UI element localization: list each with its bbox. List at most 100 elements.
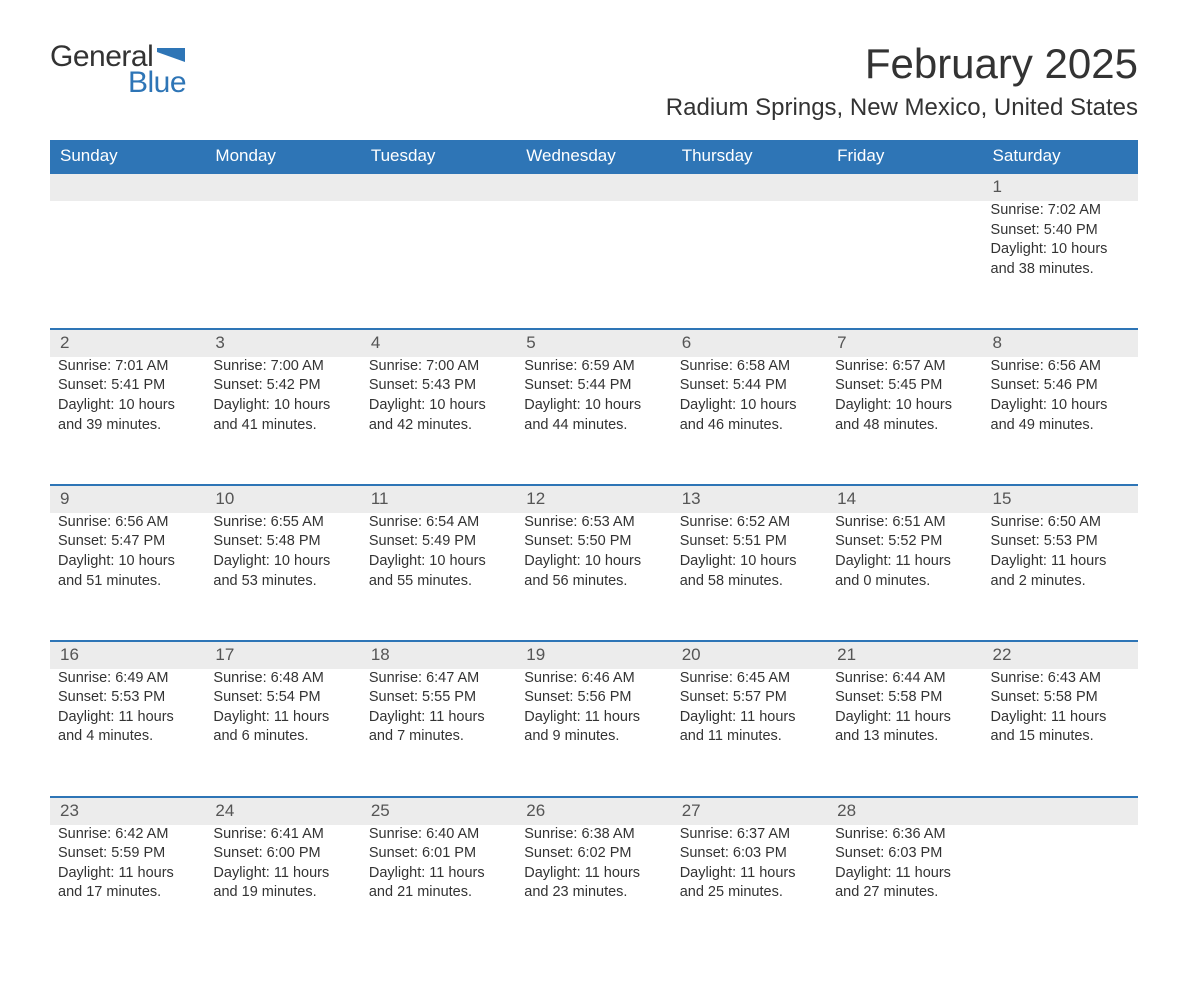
empty-day-number	[983, 797, 1138, 825]
day-number: 25	[361, 797, 516, 825]
daylight-line: Daylight: 11 hours and 9 minutes.	[524, 708, 663, 747]
sunrise-line: Sunrise: 6:59 AM	[524, 357, 663, 377]
day-number: 12	[516, 485, 671, 513]
day-number: 21	[827, 641, 982, 669]
calendar-week-row: Sunrise: 7:02 AMSunset: 5:40 PMDaylight:…	[50, 201, 1138, 329]
sunset-line: Sunset: 5:53 PM	[991, 532, 1130, 552]
sunrise-line: Sunrise: 6:38 AM	[524, 825, 663, 845]
sunrise-line: Sunrise: 6:56 AM	[991, 357, 1130, 377]
day-number: 24	[205, 797, 360, 825]
empty-cell	[672, 201, 827, 329]
day-cell: Sunrise: 6:56 AMSunset: 5:46 PMDaylight:…	[983, 357, 1138, 485]
sunrise-line: Sunrise: 6:48 AM	[213, 669, 352, 689]
day-cell: Sunrise: 7:02 AMSunset: 5:40 PMDaylight:…	[983, 201, 1138, 329]
sunset-line: Sunset: 5:58 PM	[835, 688, 974, 708]
day-cell: Sunrise: 6:40 AMSunset: 6:01 PMDaylight:…	[361, 825, 516, 953]
day-number: 17	[205, 641, 360, 669]
day-cell: Sunrise: 7:01 AMSunset: 5:41 PMDaylight:…	[50, 357, 205, 485]
empty-cell	[516, 201, 671, 329]
sunrise-line: Sunrise: 7:00 AM	[213, 357, 352, 377]
sunrise-line: Sunrise: 6:47 AM	[369, 669, 508, 689]
sunrise-line: Sunrise: 6:46 AM	[524, 669, 663, 689]
day-cell: Sunrise: 6:41 AMSunset: 6:00 PMDaylight:…	[205, 825, 360, 953]
day-cell: Sunrise: 6:37 AMSunset: 6:03 PMDaylight:…	[672, 825, 827, 953]
weekday-header-row: SundayMondayTuesdayWednesdayThursdayFrid…	[50, 140, 1138, 173]
sunset-line: Sunset: 5:46 PM	[991, 376, 1130, 396]
sunset-line: Sunset: 5:54 PM	[213, 688, 352, 708]
day-cell: Sunrise: 6:38 AMSunset: 6:02 PMDaylight:…	[516, 825, 671, 953]
day-cell: Sunrise: 6:58 AMSunset: 5:44 PMDaylight:…	[672, 357, 827, 485]
day-cell: Sunrise: 6:51 AMSunset: 5:52 PMDaylight:…	[827, 513, 982, 641]
day-cell: Sunrise: 7:00 AMSunset: 5:42 PMDaylight:…	[205, 357, 360, 485]
day-cell: Sunrise: 6:47 AMSunset: 5:55 PMDaylight:…	[361, 669, 516, 797]
daylight-line: Daylight: 10 hours and 48 minutes.	[835, 396, 974, 435]
empty-cell	[205, 201, 360, 329]
day-cell: Sunrise: 6:54 AMSunset: 5:49 PMDaylight:…	[361, 513, 516, 641]
weekday-header: Wednesday	[516, 140, 671, 173]
sunset-line: Sunset: 5:53 PM	[58, 688, 197, 708]
day-number: 4	[361, 329, 516, 357]
daynum-row: 2345678	[50, 329, 1138, 357]
location-subtitle: Radium Springs, New Mexico, United State…	[666, 94, 1138, 122]
daylight-line: Daylight: 11 hours and 11 minutes.	[680, 708, 819, 747]
sunset-line: Sunset: 6:03 PM	[835, 844, 974, 864]
sunset-line: Sunset: 5:45 PM	[835, 376, 974, 396]
day-cell: Sunrise: 6:44 AMSunset: 5:58 PMDaylight:…	[827, 669, 982, 797]
daynum-row: 232425262728	[50, 797, 1138, 825]
sunrise-line: Sunrise: 6:50 AM	[991, 513, 1130, 533]
daylight-line: Daylight: 11 hours and 7 minutes.	[369, 708, 508, 747]
daylight-line: Daylight: 11 hours and 23 minutes.	[524, 864, 663, 903]
sunset-line: Sunset: 6:03 PM	[680, 844, 819, 864]
day-number: 10	[205, 485, 360, 513]
sunrise-line: Sunrise: 6:45 AM	[680, 669, 819, 689]
sunset-line: Sunset: 5:49 PM	[369, 532, 508, 552]
daylight-line: Daylight: 11 hours and 0 minutes.	[835, 552, 974, 591]
brand-flag-icon	[157, 48, 185, 66]
daylight-line: Daylight: 11 hours and 4 minutes.	[58, 708, 197, 747]
sunrise-line: Sunrise: 7:01 AM	[58, 357, 197, 377]
empty-day-number	[50, 173, 205, 201]
calendar-week-row: Sunrise: 6:42 AMSunset: 5:59 PMDaylight:…	[50, 825, 1138, 953]
empty-cell	[50, 201, 205, 329]
empty-cell	[983, 825, 1138, 953]
calendar-week-row: Sunrise: 7:01 AMSunset: 5:41 PMDaylight:…	[50, 357, 1138, 485]
day-number: 14	[827, 485, 982, 513]
day-number: 27	[672, 797, 827, 825]
empty-cell	[361, 201, 516, 329]
daylight-line: Daylight: 10 hours and 53 minutes.	[213, 552, 352, 591]
daylight-line: Daylight: 11 hours and 19 minutes.	[213, 864, 352, 903]
page-header: General Blue February 2025 Radium Spring…	[50, 40, 1138, 136]
daylight-line: Daylight: 10 hours and 56 minutes.	[524, 552, 663, 591]
month-title: February 2025	[666, 40, 1138, 88]
sunset-line: Sunset: 6:02 PM	[524, 844, 663, 864]
sunrise-line: Sunrise: 6:49 AM	[58, 669, 197, 689]
empty-day-number	[672, 173, 827, 201]
day-cell: Sunrise: 6:49 AMSunset: 5:53 PMDaylight:…	[50, 669, 205, 797]
sunset-line: Sunset: 5:44 PM	[524, 376, 663, 396]
day-number: 7	[827, 329, 982, 357]
sunrise-line: Sunrise: 6:53 AM	[524, 513, 663, 533]
day-cell: Sunrise: 7:00 AMSunset: 5:43 PMDaylight:…	[361, 357, 516, 485]
day-number: 15	[983, 485, 1138, 513]
day-number: 3	[205, 329, 360, 357]
daylight-line: Daylight: 11 hours and 15 minutes.	[991, 708, 1130, 747]
daylight-line: Daylight: 11 hours and 25 minutes.	[680, 864, 819, 903]
empty-day-number	[827, 173, 982, 201]
day-cell: Sunrise: 6:55 AMSunset: 5:48 PMDaylight:…	[205, 513, 360, 641]
daylight-line: Daylight: 10 hours and 55 minutes.	[369, 552, 508, 591]
day-cell: Sunrise: 6:42 AMSunset: 5:59 PMDaylight:…	[50, 825, 205, 953]
day-number: 19	[516, 641, 671, 669]
day-cell: Sunrise: 6:46 AMSunset: 5:56 PMDaylight:…	[516, 669, 671, 797]
sunset-line: Sunset: 5:51 PM	[680, 532, 819, 552]
day-cell: Sunrise: 6:45 AMSunset: 5:57 PMDaylight:…	[672, 669, 827, 797]
day-number: 13	[672, 485, 827, 513]
calendar-table: SundayMondayTuesdayWednesdayThursdayFrid…	[50, 140, 1138, 953]
day-cell: Sunrise: 6:57 AMSunset: 5:45 PMDaylight:…	[827, 357, 982, 485]
day-number: 6	[672, 329, 827, 357]
calendar-week-row: Sunrise: 6:56 AMSunset: 5:47 PMDaylight:…	[50, 513, 1138, 641]
daylight-line: Daylight: 10 hours and 39 minutes.	[58, 396, 197, 435]
sunrise-line: Sunrise: 6:55 AM	[213, 513, 352, 533]
day-number: 20	[672, 641, 827, 669]
sunset-line: Sunset: 5:48 PM	[213, 532, 352, 552]
day-cell: Sunrise: 6:59 AMSunset: 5:44 PMDaylight:…	[516, 357, 671, 485]
